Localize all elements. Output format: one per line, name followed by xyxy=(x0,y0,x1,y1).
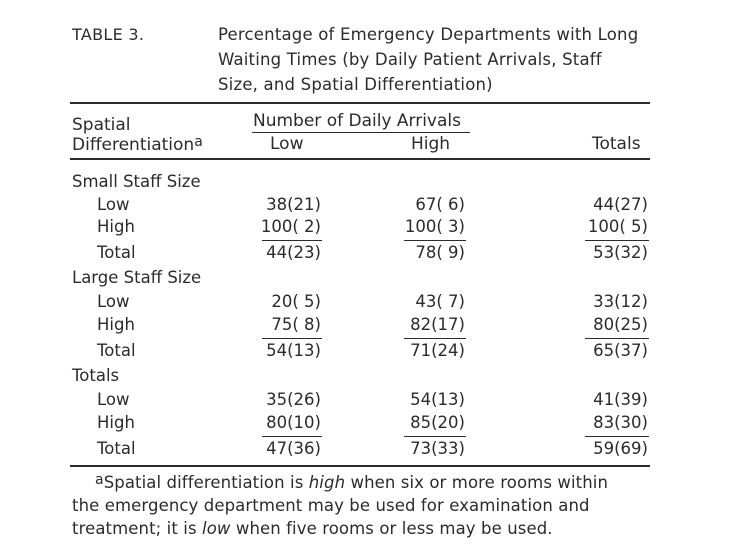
table-title-line-1: Percentage of Emergency Departments with… xyxy=(218,25,639,44)
footnote-emphasis: low xyxy=(202,519,231,538)
col-header-low: Low xyxy=(270,134,304,154)
sum-rule-totals xyxy=(585,436,649,438)
sum-rule-low xyxy=(262,240,322,242)
bottom-rule xyxy=(70,465,650,467)
cell-low: 35(26) xyxy=(266,390,321,409)
footnote-marker: a xyxy=(95,472,104,488)
row-label: High xyxy=(97,217,135,236)
cell-high: 100( 3) xyxy=(404,217,465,236)
cell-high: 73(33) xyxy=(410,439,465,458)
cell-low: 75( 8) xyxy=(271,315,321,334)
col-header-high: High xyxy=(411,134,451,154)
cell-high: 85(20) xyxy=(410,413,465,432)
footnote-text: when five rooms or less may be used. xyxy=(230,519,553,538)
cell-totals: 65(37) xyxy=(593,341,648,360)
cell-low: 100( 2) xyxy=(260,217,321,236)
sum-rule-totals xyxy=(585,338,649,340)
top-rule xyxy=(70,102,650,104)
cell-low: 44(23) xyxy=(266,243,321,262)
row-header-text: Differentiation xyxy=(72,135,195,155)
footnote-line-1: aSpatial differentiation is high when si… xyxy=(95,472,608,492)
sum-rule-low xyxy=(262,338,322,340)
row-label: High xyxy=(97,413,135,432)
section-title-large-staff: Large Staff Size xyxy=(72,268,202,287)
cell-totals: 41(39) xyxy=(593,390,648,409)
sum-rule-high xyxy=(404,436,466,438)
sum-rule-low xyxy=(262,436,322,438)
row-label: Low xyxy=(97,292,130,311)
footnote-line-3: treatment; it is low when five rooms or … xyxy=(72,519,553,538)
row-label: Low xyxy=(97,390,130,409)
footnote-text: Spatial differentiation is xyxy=(103,473,309,492)
sum-rule-high xyxy=(404,338,466,340)
row-header-line-2: Differentiationa xyxy=(72,134,203,155)
cell-high: 67( 6) xyxy=(415,195,465,214)
cell-high: 82(17) xyxy=(410,315,465,334)
row-header-line-1: Spatial xyxy=(72,115,131,135)
cell-low: 47(36) xyxy=(266,439,321,458)
section-title-small-staff: Small Staff Size xyxy=(72,172,201,191)
cell-high: 43( 7) xyxy=(415,292,465,311)
row-label-total: Total xyxy=(97,439,136,458)
table-title-line-2: Waiting Times (by Daily Patient Arrivals… xyxy=(218,50,602,69)
row-label-total: Total xyxy=(97,341,136,360)
sum-rule-totals xyxy=(585,240,649,242)
sum-rule-high xyxy=(404,240,466,242)
cell-totals: 100( 5) xyxy=(587,217,648,236)
cell-high: 71(24) xyxy=(410,341,465,360)
col-header-totals: Totals xyxy=(592,134,641,154)
cell-totals: 44(27) xyxy=(593,195,648,214)
cell-totals: 59(69) xyxy=(593,439,648,458)
footnote-text: treatment; it is xyxy=(72,519,203,538)
footnote-emphasis: high xyxy=(308,473,346,492)
table-title-line-3: Size, and Spatial Differentiation) xyxy=(218,75,493,94)
cell-low: 80(10) xyxy=(266,413,321,432)
section-title-totals: Totals xyxy=(72,366,120,385)
cell-low: 20( 5) xyxy=(271,292,321,311)
cell-totals: 83(30) xyxy=(593,413,648,432)
row-label: High xyxy=(97,315,135,334)
header-bottom-rule xyxy=(70,158,650,160)
cell-totals: 80(25) xyxy=(593,315,648,334)
footnote-marker-superscript: a xyxy=(194,134,203,150)
cell-high: 54(13) xyxy=(410,390,465,409)
group-header-rule xyxy=(252,132,470,134)
cell-low: 54(13) xyxy=(266,341,321,360)
row-label: Low xyxy=(97,195,130,214)
cell-totals: 53(32) xyxy=(593,243,648,262)
footnote-text: when six or more rooms within xyxy=(345,473,609,492)
cell-high: 78( 9) xyxy=(415,243,465,262)
table-label: TABLE 3. xyxy=(72,25,145,44)
footnote-line-2: the emergency department may be used for… xyxy=(72,496,590,515)
cell-low: 38(21) xyxy=(266,195,321,214)
row-label-total: Total xyxy=(97,243,136,262)
cell-totals: 33(12) xyxy=(593,292,648,311)
group-header: Number of Daily Arrivals xyxy=(253,111,461,131)
